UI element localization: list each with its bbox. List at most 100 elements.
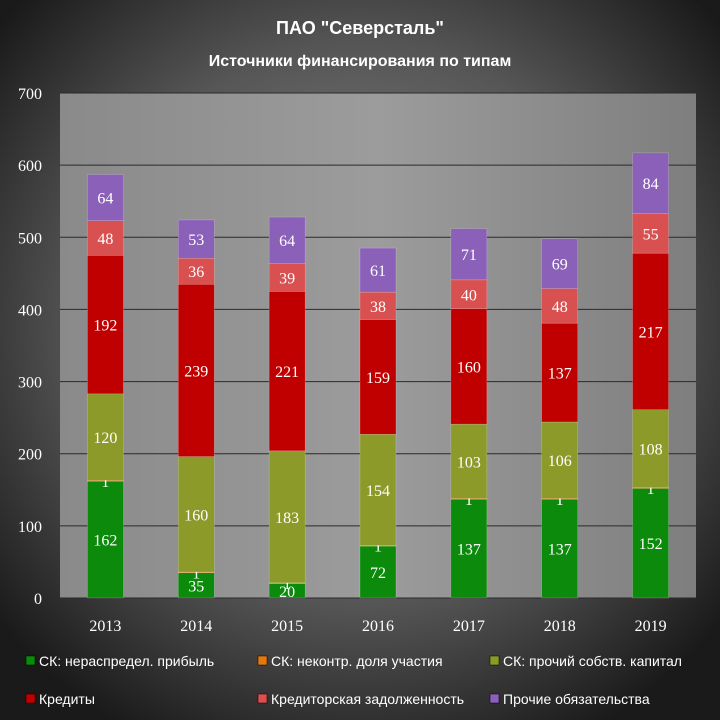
data-label: 159 xyxy=(366,370,390,387)
legend-label: СК: неконтр. доля участия xyxy=(271,653,443,669)
data-label: 64 xyxy=(279,233,295,250)
data-label: 53 xyxy=(188,232,204,249)
bar-segment xyxy=(632,252,669,410)
data-label: 1 xyxy=(192,565,200,582)
data-label: 154 xyxy=(366,483,390,500)
bar-stack-2014: 351 160 239 36 53 xyxy=(178,219,215,599)
legend-swatch xyxy=(489,655,500,666)
bar-segment xyxy=(178,283,215,457)
legend-swatch xyxy=(489,693,500,704)
y-tick-label: 700 xyxy=(18,86,42,103)
legend-label: Кредиты xyxy=(39,691,95,707)
bar-segment xyxy=(178,456,215,573)
data-label: 36 xyxy=(188,264,204,281)
bar-segment xyxy=(268,216,306,264)
legend-label: СК: прочий собств. капитал xyxy=(503,653,682,669)
legend-label: Кредиторская задолженность xyxy=(271,691,464,707)
y-axis-ticks: 0 100 200 300 400 500 600 700 xyxy=(18,86,42,608)
legend-item: Прочие обязательства xyxy=(489,691,650,707)
data-label: 239 xyxy=(184,363,208,380)
legend-item: СК: неконтр. доля участия xyxy=(257,653,443,669)
legend-label: Прочие обязательства xyxy=(503,691,650,707)
data-label: 221 xyxy=(275,364,299,381)
x-tick-label: 2016 xyxy=(362,618,394,635)
y-tick-label: 0 xyxy=(34,591,42,608)
data-label: 108 xyxy=(639,442,663,459)
legend-item: Кредиты xyxy=(25,691,95,707)
y-tick-label: 500 xyxy=(18,230,42,247)
bar-segment xyxy=(268,450,306,584)
bar-stack-2019: 152 1 108 217 55 84 xyxy=(632,152,669,599)
bar-segment xyxy=(541,288,578,324)
data-label: 160 xyxy=(457,359,481,376)
data-label: 1 xyxy=(374,539,382,556)
data-label: 103 xyxy=(457,454,481,471)
bar-segment xyxy=(178,257,215,285)
data-label: 48 xyxy=(97,231,113,248)
legend: СК: нераспредел. прибыль СК: неконтр. дол… xyxy=(25,653,682,707)
legend-item: СК: нераспредел. прибыль xyxy=(25,653,214,669)
chart-subtitle: Источники финансирования по типам xyxy=(209,53,512,70)
data-label: 137 xyxy=(548,542,572,559)
data-label: 1 xyxy=(101,474,109,491)
bar-segment xyxy=(541,238,578,289)
bar-stack-2015: 201 183 221 39 64 xyxy=(268,216,306,601)
data-label: 1 xyxy=(556,492,564,509)
data-label: 35 xyxy=(188,578,204,595)
legend-item: СК: прочий собств. капитал xyxy=(489,653,682,669)
legend-item: Кредиторская задолженность xyxy=(257,691,464,707)
legend-swatch xyxy=(25,693,36,704)
x-tick-label: 2018 xyxy=(544,618,576,635)
bar-segment xyxy=(450,279,488,309)
bar-segment xyxy=(87,255,124,395)
data-label: 106 xyxy=(548,453,572,470)
bar-stack-2017: 137 1 103 160 40 71 xyxy=(450,228,488,599)
x-tick-label: 2013 xyxy=(89,618,121,635)
chart-title: ПАО "Северсталь" xyxy=(276,18,444,38)
bar-segment xyxy=(359,291,397,320)
data-label: 71 xyxy=(461,247,477,264)
bar-segment xyxy=(541,322,578,423)
data-label: 55 xyxy=(643,226,659,243)
bar-segment xyxy=(450,498,488,599)
bar-segment xyxy=(359,247,397,293)
data-label: 137 xyxy=(548,366,572,383)
bar-segment xyxy=(632,152,669,214)
bar-stack-2013: 162 1 120 192 48 64 xyxy=(87,174,124,599)
x-tick-label: 2019 xyxy=(635,618,667,635)
data-label: 38 xyxy=(370,299,386,316)
bar-stack-2018: 137 1 106 137 48 69 xyxy=(541,238,578,599)
bar-segment xyxy=(87,174,124,221)
data-label: 20 xyxy=(279,584,295,601)
y-tick-label: 600 xyxy=(18,158,42,175)
data-label: 137 xyxy=(457,542,481,559)
x-tick-label: 2015 xyxy=(271,618,303,635)
bar-segment xyxy=(178,219,215,259)
data-label: 217 xyxy=(639,324,663,341)
bar-segment xyxy=(359,545,397,599)
bar-segment xyxy=(87,220,124,256)
data-label: 84 xyxy=(643,176,659,193)
bar-segment xyxy=(541,421,578,499)
data-label: 120 xyxy=(93,430,117,447)
data-label: 1 xyxy=(283,576,291,593)
data-label: 160 xyxy=(184,507,208,524)
x-axis-ticks: 2013 2014 2015 2016 2017 2018 2019 xyxy=(89,618,666,635)
data-label: 192 xyxy=(93,318,117,335)
x-tick-label: 2017 xyxy=(453,618,485,635)
bar-segment xyxy=(268,291,306,452)
data-label: 1 xyxy=(647,481,655,498)
bar-segment xyxy=(632,213,669,254)
y-tick-label: 300 xyxy=(18,375,42,392)
bar-segment xyxy=(87,393,124,481)
y-tick-label: 200 xyxy=(18,447,42,464)
bars: 1621120192486435116023936532011832213964… xyxy=(87,152,669,601)
data-label: 1 xyxy=(465,492,473,509)
data-label: 39 xyxy=(279,270,295,287)
bar-segment xyxy=(450,308,488,425)
data-label: 152 xyxy=(639,536,663,553)
legend-swatch xyxy=(257,693,268,704)
bar-stack-2016: 72 1 154 159 38 61 xyxy=(359,247,397,599)
